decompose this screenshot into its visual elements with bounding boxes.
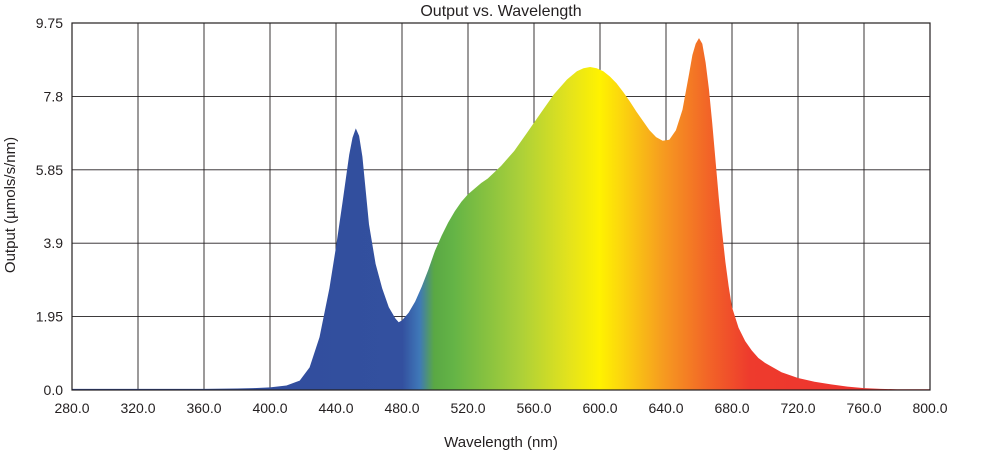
y-axis-label: Output (µmols/s/nm)	[2, 137, 19, 273]
x-tick-label: 600.0	[582, 400, 617, 416]
x-tick-label: 720.0	[780, 400, 815, 416]
x-axis-ticks: 280.0 320.0 360.0 400.0 440.0 480.0 520.0 560.0…	[54, 400, 947, 416]
x-tick-label: 400.0	[252, 400, 287, 416]
x-tick-label: 800.0	[912, 400, 947, 416]
x-tick-label: 480.0	[384, 400, 419, 416]
chart-title: Output vs. Wavelength	[420, 3, 581, 20]
y-tick-label: 0.0	[44, 382, 64, 398]
y-tick-label: 3.9	[44, 235, 64, 251]
y-tick-label: 5.85	[36, 162, 63, 178]
spectrum-area	[72, 38, 930, 390]
x-tick-label: 680.0	[714, 400, 749, 416]
x-tick-label: 560.0	[516, 400, 551, 416]
y-tick-label: 9.75	[36, 15, 63, 31]
x-tick-label: 520.0	[450, 400, 485, 416]
x-tick-label: 320.0	[120, 400, 155, 416]
y-tick-label: 1.95	[36, 309, 63, 325]
y-axis-ticks: 0.0 1.95 3.9 5.85 7.8 9.75	[36, 15, 63, 398]
x-tick-label: 280.0	[54, 400, 89, 416]
x-tick-label: 760.0	[846, 400, 881, 416]
plot-frame	[71, 22, 931, 391]
y-tick-label: 7.8	[44, 88, 64, 104]
x-tick-label: 440.0	[318, 400, 353, 416]
x-tick-label: 360.0	[186, 400, 221, 416]
x-tick-label: 640.0	[648, 400, 683, 416]
x-axis-label: Wavelength (nm)	[444, 434, 558, 451]
